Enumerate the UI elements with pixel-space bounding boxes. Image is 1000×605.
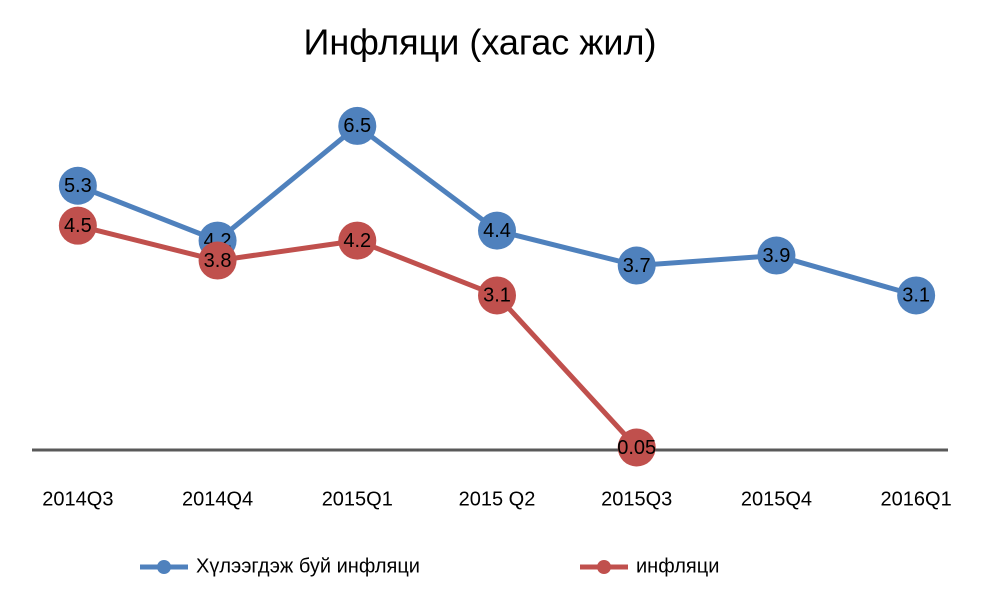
data-label: 0.05 [617, 437, 656, 459]
point-marker [617, 428, 656, 467]
data-label: 3.9 [763, 245, 791, 267]
legend-marker [157, 560, 171, 574]
point-marker [338, 221, 377, 260]
data-label: 4.5 [64, 215, 92, 237]
data-label: 4.2 [343, 230, 371, 252]
x-tick-label: 2016Q1 [881, 488, 952, 510]
x-tick-label: 2015Q4 [741, 488, 812, 510]
point-marker [757, 236, 796, 275]
x-tick-label: 2015Q3 [601, 488, 672, 510]
point-marker [617, 246, 656, 285]
point-marker [478, 276, 516, 315]
data-label: 3.1 [483, 285, 511, 307]
point-marker [58, 166, 97, 205]
point-marker [897, 276, 936, 315]
legend-label: Хүлээгдэж буй инфляци [196, 555, 420, 577]
point-marker [338, 106, 377, 145]
data-label: 4.4 [483, 220, 511, 242]
data-label: 6.5 [343, 115, 371, 137]
legend-marker [597, 560, 611, 574]
x-tick-label: 2015Q1 [322, 488, 393, 510]
point-marker [478, 211, 516, 250]
data-label: 3.8 [204, 250, 232, 272]
x-tick-label: 2014Q3 [42, 488, 113, 510]
x-tick-label: 2014Q4 [182, 488, 253, 510]
x-tick-label: 2015 Q2 [459, 488, 536, 510]
point-marker [58, 206, 97, 245]
legend-label: инфляци [636, 555, 719, 577]
data-label: 5.3 [64, 175, 92, 197]
point-marker [198, 241, 237, 280]
chart-title: Инфляци (хагас жил) [304, 22, 657, 63]
data-label: 3.7 [623, 255, 651, 277]
data-label: 3.1 [902, 285, 930, 307]
